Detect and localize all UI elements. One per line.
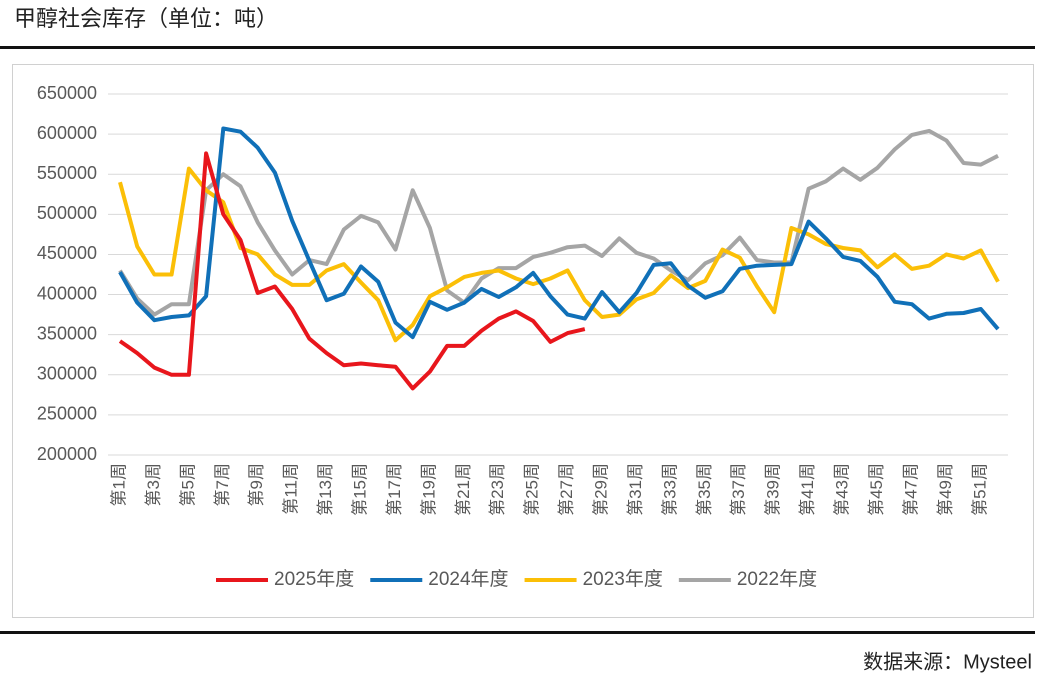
footer-rule — [0, 631, 1035, 634]
chart-title: 甲醇社会库存（单位：吨） — [14, 6, 278, 31]
series-line — [118, 126, 1000, 340]
legend-label: 2025年度 — [274, 568, 354, 590]
chart-frame — [12, 64, 1034, 618]
y-tick-label: 200000 — [37, 444, 97, 464]
x-tick-label: 第11周 — [282, 463, 301, 515]
y-tick-label: 550000 — [37, 163, 97, 183]
legend-label: 2022年度 — [737, 568, 817, 590]
x-tick-label: 第49周 — [936, 463, 955, 516]
y-tick-label: 450000 — [37, 243, 97, 263]
y-tick-label: 350000 — [37, 323, 97, 343]
x-tick-label: 第17周 — [385, 463, 404, 516]
x-tick-label: 第9周 — [247, 463, 266, 506]
legend-label: 2023年度 — [583, 568, 663, 590]
x-tick-label: 第47周 — [901, 463, 920, 516]
y-tick-label: 500000 — [37, 203, 97, 223]
x-tick-label: 第7周 — [213, 463, 232, 506]
y-tick-label: 250000 — [37, 404, 97, 424]
y-tick-label: 300000 — [37, 364, 97, 384]
x-tick-label: 第19周 — [419, 463, 438, 516]
series-line — [118, 166, 1000, 343]
series-line — [118, 128, 999, 317]
x-tick-label: 第3周 — [144, 463, 163, 506]
x-tick-label: 第25周 — [523, 463, 542, 516]
series-line — [118, 151, 586, 391]
y-tick-label: 600000 — [37, 123, 97, 143]
x-tick-label: 第43周 — [833, 463, 852, 516]
title-rule — [0, 46, 1035, 49]
x-tick-label: 第13周 — [316, 463, 335, 516]
x-tick-label: 第35周 — [695, 463, 714, 516]
x-tick-label: 第39周 — [764, 463, 783, 516]
x-tick-label: 第29周 — [592, 463, 611, 516]
x-tick-label: 第15周 — [351, 463, 370, 516]
x-tick-label: 第31周 — [626, 463, 645, 516]
x-tick-label: 第33周 — [660, 463, 679, 516]
y-tick-label: 400000 — [37, 283, 97, 303]
x-tick-label: 第23周 — [488, 463, 507, 516]
y-tick-label: 650000 — [37, 83, 97, 103]
legend-label: 2024年度 — [428, 568, 508, 590]
x-tick-label: 第41周 — [798, 463, 817, 516]
x-tick-label: 第5周 — [178, 463, 197, 506]
x-tick-label: 第51周 — [970, 463, 989, 516]
x-tick-label: 第37周 — [729, 463, 748, 516]
x-tick-label: 第27周 — [557, 463, 576, 516]
x-tick-label: 第45周 — [867, 463, 886, 516]
x-tick-label: 第1周 — [109, 463, 128, 506]
source-note: 数据来源：Mysteel — [863, 650, 1032, 673]
x-tick-label: 第21周 — [454, 463, 473, 516]
